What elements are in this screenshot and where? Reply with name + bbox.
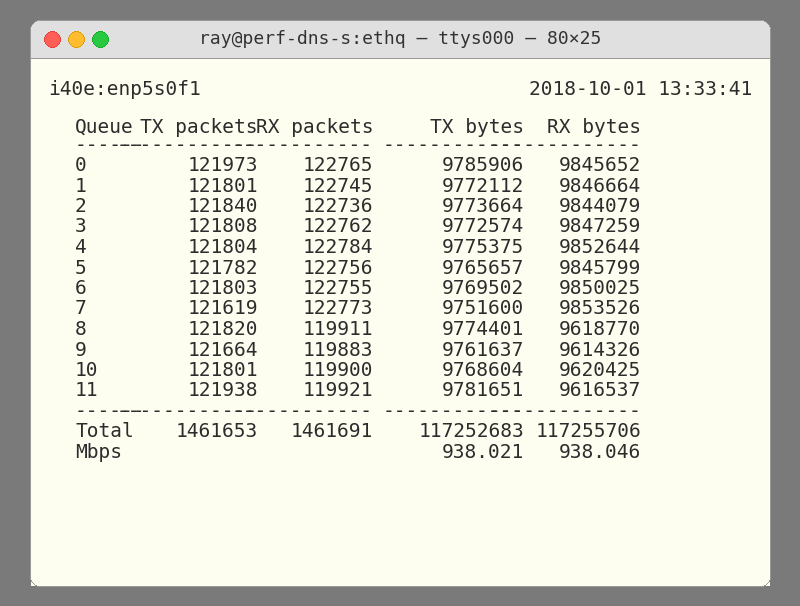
- Text: 119921: 119921: [302, 382, 373, 401]
- Text: 119911: 119911: [302, 320, 373, 339]
- Text: 121804: 121804: [187, 238, 258, 257]
- Text: Mbps: Mbps: [75, 442, 122, 462]
- Text: ------------: ------------: [232, 402, 373, 421]
- Text: 121801: 121801: [187, 361, 258, 380]
- Text: TX bytes: TX bytes: [430, 118, 524, 137]
- Text: -------------: -------------: [488, 402, 641, 421]
- Text: 119883: 119883: [302, 341, 373, 359]
- Text: 9781651: 9781651: [442, 382, 524, 401]
- Text: 5: 5: [75, 259, 86, 278]
- Text: ------------: ------------: [383, 136, 524, 155]
- Text: 122756: 122756: [302, 259, 373, 278]
- Text: 9772574: 9772574: [442, 218, 524, 236]
- Text: 10: 10: [75, 361, 98, 380]
- Text: 11: 11: [75, 382, 98, 401]
- Text: TX packets: TX packets: [141, 118, 258, 137]
- Text: ------------: ------------: [117, 402, 258, 421]
- Text: 121664: 121664: [187, 341, 258, 359]
- Text: 9751600: 9751600: [442, 299, 524, 319]
- Text: 121801: 121801: [187, 176, 258, 196]
- Text: 122765: 122765: [302, 156, 373, 175]
- Text: 2: 2: [75, 197, 86, 216]
- Text: 9852644: 9852644: [558, 238, 641, 257]
- Text: -------------: -------------: [488, 136, 641, 155]
- Text: i40e:enp5s0f1: i40e:enp5s0f1: [48, 80, 201, 99]
- Text: 122736: 122736: [302, 197, 373, 216]
- Text: 9774401: 9774401: [442, 320, 524, 339]
- Text: 938.021: 938.021: [442, 442, 524, 462]
- Text: 9769502: 9769502: [442, 279, 524, 298]
- Text: 9844079: 9844079: [558, 197, 641, 216]
- Text: 9620425: 9620425: [558, 361, 641, 380]
- Text: 121782: 121782: [187, 259, 258, 278]
- Text: 4: 4: [75, 238, 86, 257]
- Text: 121619: 121619: [187, 299, 258, 319]
- Text: 8: 8: [75, 320, 86, 339]
- Text: 7: 7: [75, 299, 86, 319]
- Text: 122745: 122745: [302, 176, 373, 196]
- Text: 2018-10-01 13:33:41: 2018-10-01 13:33:41: [529, 80, 752, 99]
- Text: ------------: ------------: [383, 402, 524, 421]
- Text: 9845799: 9845799: [558, 259, 641, 278]
- Text: 9618770: 9618770: [558, 320, 641, 339]
- Text: 121938: 121938: [187, 382, 258, 401]
- Text: 6: 6: [75, 279, 86, 298]
- Text: 121803: 121803: [187, 279, 258, 298]
- Text: 938.046: 938.046: [558, 442, 641, 462]
- Text: 9772112: 9772112: [442, 176, 524, 196]
- Text: 122755: 122755: [302, 279, 373, 298]
- Text: 122762: 122762: [302, 218, 373, 236]
- Text: 9614326: 9614326: [558, 341, 641, 359]
- Text: ray@perf-dns-s:ethq — ttys000 — 80×25: ray@perf-dns-s:ethq — ttys000 — 80×25: [199, 30, 601, 48]
- Text: ------------: ------------: [232, 136, 373, 155]
- Text: 122784: 122784: [302, 238, 373, 257]
- Text: 121808: 121808: [187, 218, 258, 236]
- Text: 9847259: 9847259: [558, 218, 641, 236]
- Text: RX bytes: RX bytes: [547, 118, 641, 137]
- Text: 9768604: 9768604: [442, 361, 524, 380]
- Text: 1: 1: [75, 176, 86, 196]
- Text: 119900: 119900: [302, 361, 373, 380]
- Text: 9: 9: [75, 341, 86, 359]
- Text: 9616537: 9616537: [558, 382, 641, 401]
- Text: 9853526: 9853526: [558, 299, 641, 319]
- Text: 9850025: 9850025: [558, 279, 641, 298]
- Text: 122773: 122773: [302, 299, 373, 319]
- Text: 9765657: 9765657: [442, 259, 524, 278]
- Text: 1461691: 1461691: [290, 422, 373, 441]
- Text: ------------: ------------: [117, 136, 258, 155]
- Text: ------: ------: [75, 136, 146, 155]
- Text: Queue: Queue: [75, 118, 134, 137]
- Text: 117252683: 117252683: [418, 422, 524, 441]
- Text: 9761637: 9761637: [442, 341, 524, 359]
- Text: 121840: 121840: [187, 197, 258, 216]
- Text: 117255706: 117255706: [535, 422, 641, 441]
- Text: Total: Total: [75, 422, 134, 441]
- Text: RX packets: RX packets: [255, 118, 373, 137]
- Text: 9785906: 9785906: [442, 156, 524, 175]
- Text: 9773664: 9773664: [442, 197, 524, 216]
- Text: 3: 3: [75, 218, 86, 236]
- Text: 9845652: 9845652: [558, 156, 641, 175]
- Text: 121820: 121820: [187, 320, 258, 339]
- Text: 9846664: 9846664: [558, 176, 641, 196]
- Text: ------: ------: [75, 402, 146, 421]
- Text: 9775375: 9775375: [442, 238, 524, 257]
- Text: 0: 0: [75, 156, 86, 175]
- Text: 1461653: 1461653: [176, 422, 258, 441]
- Text: 121973: 121973: [187, 156, 258, 175]
